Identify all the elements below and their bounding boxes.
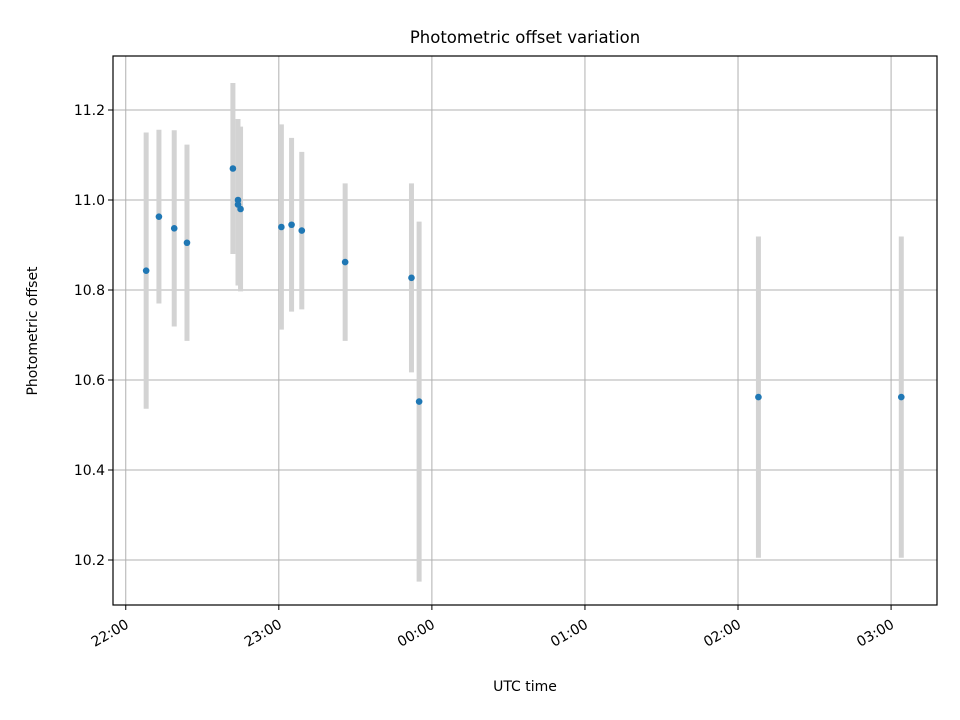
x-axis: 22:00 23:00 00:00 01:00 02:00 03:00 (89, 605, 897, 651)
x-tick-label: 02:00 (701, 617, 744, 651)
y-axis: 10.2 10.4 10.6 10.8 11.0 11.2 (74, 103, 113, 569)
data-points (142, 165, 905, 405)
data-point (408, 274, 415, 282)
plot-frame (112, 55, 938, 606)
y-tick-label: 10.2 (74, 553, 105, 569)
data-point (237, 205, 244, 213)
error-bars (143, 83, 904, 582)
x-tick-label: 03:00 (854, 617, 897, 651)
data-point (298, 227, 306, 234)
x-tick-label: 01:00 (548, 617, 591, 651)
data-point (229, 165, 237, 172)
y-tick-label: 10.4 (74, 463, 105, 479)
data-point (170, 225, 178, 232)
data-point (415, 398, 423, 405)
data-point (183, 239, 191, 247)
data-point (897, 393, 905, 401)
chart-title: Photometric offset variation (410, 28, 640, 47)
data-point (755, 393, 762, 401)
x-tick-label: 00:00 (395, 617, 438, 651)
y-tick-label: 11.0 (74, 193, 105, 209)
x-tick-label: 22:00 (89, 617, 132, 651)
data-point (288, 221, 295, 229)
y-tick-label: 10.8 (74, 283, 105, 299)
y-axis-label: Photometric offset (25, 266, 41, 396)
data-point (155, 213, 163, 220)
x-axis-label: UTC time (493, 679, 557, 695)
data-point (278, 223, 285, 231)
grid (113, 56, 937, 605)
x-tick-label: 23:00 (242, 617, 285, 651)
y-tick-label: 11.2 (74, 103, 105, 119)
y-tick-label: 10.6 (74, 373, 105, 389)
data-point (142, 267, 150, 274)
data-point (341, 258, 349, 266)
